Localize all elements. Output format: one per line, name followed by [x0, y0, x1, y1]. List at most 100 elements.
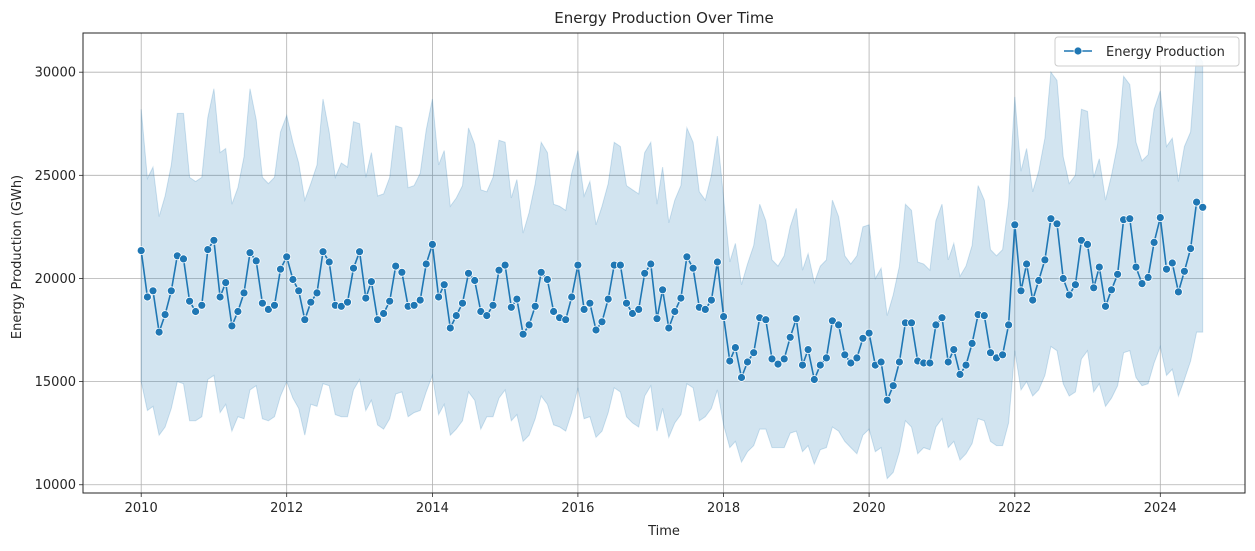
data-point [815, 360, 825, 370]
data-point [227, 321, 237, 331]
legend: Energy Production [1054, 36, 1240, 67]
data-point [343, 297, 352, 307]
data-point [907, 318, 916, 328]
data-point [882, 395, 892, 405]
data-point [166, 286, 176, 296]
data-point [573, 260, 583, 270]
data-point [543, 275, 552, 284]
data-point [1083, 239, 1092, 249]
data-point [270, 300, 279, 310]
data-point [597, 317, 607, 327]
data-point [767, 354, 777, 364]
data-point [779, 354, 789, 364]
legend-box [1054, 36, 1240, 67]
data-point [524, 320, 534, 330]
x-tick-label: 2024 [1144, 501, 1177, 516]
data-point [1167, 258, 1177, 268]
data-point [1077, 235, 1086, 245]
data-point [160, 310, 170, 320]
data-point [682, 252, 692, 262]
x-axis-label: Time [647, 524, 680, 539]
y-tick-label: 10000 [35, 478, 76, 493]
data-point [725, 356, 735, 366]
data-point [561, 315, 571, 325]
data-point [361, 293, 371, 303]
y-tick-label: 20000 [35, 272, 76, 287]
data-point [1107, 285, 1116, 295]
data-point [834, 320, 843, 330]
data-point [846, 358, 856, 368]
data-point [458, 298, 467, 308]
data-point [233, 307, 243, 316]
data-point [967, 338, 977, 348]
data-point [512, 294, 522, 304]
data-point [676, 293, 686, 303]
data-point [355, 247, 365, 257]
data-point [1071, 280, 1080, 290]
data-point [828, 316, 837, 326]
data-point [1034, 276, 1044, 285]
data-point [803, 345, 813, 355]
data-point [464, 268, 473, 278]
data-point [1186, 244, 1195, 254]
data-point [191, 307, 201, 316]
data-point [366, 277, 376, 287]
data-point [148, 286, 158, 296]
x-tick-label: 2022 [998, 501, 1031, 516]
data-point [1010, 220, 1020, 230]
data-point [1113, 269, 1122, 279]
data-point [670, 307, 680, 316]
data-point [300, 315, 310, 325]
data-point [282, 252, 292, 262]
data-point [451, 311, 461, 321]
data-point [500, 260, 510, 270]
data-point [1149, 237, 1159, 247]
x-tick-label: 2020 [853, 501, 886, 516]
data-point [324, 257, 334, 267]
data-point [646, 259, 656, 269]
data-point [373, 315, 383, 325]
data-point [215, 292, 225, 302]
data-point [1155, 213, 1165, 223]
data-point [288, 275, 298, 284]
data-point [864, 328, 874, 338]
data-point [385, 296, 395, 306]
data-point [1004, 320, 1013, 330]
data-point [1180, 266, 1189, 276]
data-point [318, 247, 328, 257]
grid-lines [83, 33, 1245, 493]
legend-label: Energy Production [1106, 45, 1225, 60]
data-point [312, 288, 322, 298]
data-point [622, 298, 631, 308]
data-point [961, 360, 971, 370]
data-point [949, 345, 959, 355]
x-axis-ticks: 2010 2012 2014 2016 2018 2020 2022 2024 [125, 493, 1177, 516]
data-point [482, 311, 492, 321]
data-point [798, 360, 807, 370]
data-point [664, 323, 674, 333]
data-point [518, 329, 528, 339]
data-point [494, 265, 504, 275]
data-point [306, 297, 316, 307]
data-point [858, 333, 868, 343]
data-point [791, 314, 801, 324]
data-point [603, 294, 613, 304]
data-point [943, 357, 953, 367]
data-point [1198, 202, 1208, 212]
data-point [931, 320, 941, 330]
data-point [203, 245, 213, 255]
data-point [979, 311, 989, 321]
data-point [616, 260, 625, 270]
data-point [136, 246, 146, 256]
data-point [700, 304, 710, 314]
data-point [852, 353, 862, 363]
data-point [197, 300, 207, 310]
data-point [421, 259, 431, 269]
data-point [379, 309, 389, 318]
y-axis-label: Energy Production (GWh) [10, 175, 25, 339]
data-point [749, 348, 759, 358]
data-point [567, 292, 577, 302]
data-point [349, 263, 358, 273]
data-point [785, 332, 795, 342]
